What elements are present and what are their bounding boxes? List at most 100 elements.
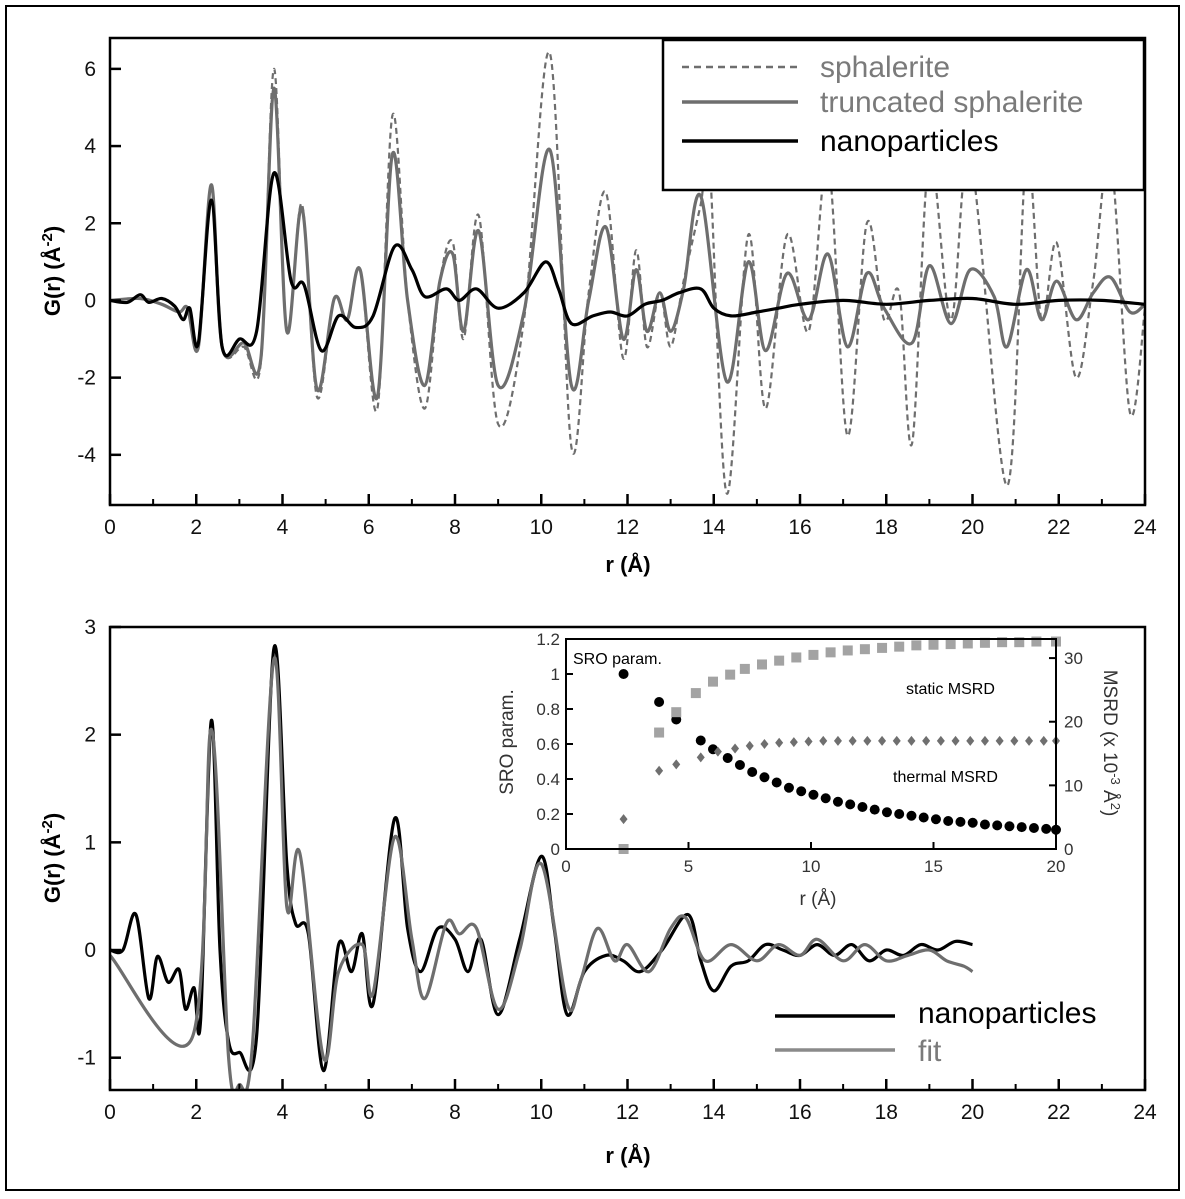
inset-x-tick-label: 20 xyxy=(1047,857,1066,876)
bottom-series-fit xyxy=(110,656,974,1090)
inset-right-label-mid: Å xyxy=(1099,785,1120,803)
bottom-y-axis-label: G(r) (Å-2) xyxy=(39,813,65,903)
top-x-tick-label: 4 xyxy=(277,516,289,539)
bottom-x-tick-label: 0 xyxy=(104,1101,116,1124)
inset-point-static-msrd xyxy=(979,637,990,648)
bottom-y-tick-label: 1 xyxy=(84,831,96,854)
inset-point-thermal-msrd xyxy=(907,735,916,746)
inset-y-left-tick-label: 0.2 xyxy=(536,805,560,824)
inset-point-static-msrd xyxy=(774,655,785,666)
inset-point-thermal-msrd xyxy=(995,735,1004,746)
inset-point-static-msrd xyxy=(945,639,956,650)
inset-point-thermal-msrd xyxy=(1010,735,1019,746)
inset-point-thermal-msrd xyxy=(892,735,901,746)
top-x-tick-label: 12 xyxy=(616,516,639,539)
bottom-x-tick-label: 14 xyxy=(702,1101,726,1124)
inset-y-left-tick-label: 1.2 xyxy=(536,630,560,649)
inset-right-label-main: MSRD (x 10 xyxy=(1099,670,1120,773)
top-y-tick-label: 4 xyxy=(84,135,96,158)
inset-point-static-msrd xyxy=(708,676,718,687)
inset-point-static-msrd xyxy=(825,647,836,658)
inset-y-right-tick-label: 20 xyxy=(1064,713,1083,732)
inset-right-label-sup2: 2 xyxy=(1108,803,1123,810)
top-y-tick-label: 6 xyxy=(84,58,96,81)
top-y-tick-label: -2 xyxy=(77,367,96,390)
inset-point-static-msrd xyxy=(757,659,767,670)
inset-y-left-tick-label: 0.4 xyxy=(536,770,560,789)
top-series-group xyxy=(110,50,1145,495)
bottom-x-tick-label: 10 xyxy=(530,1101,553,1124)
inset-point-static-msrd xyxy=(1014,637,1025,648)
top-x-tick-label: 8 xyxy=(449,516,461,539)
top-y-label-sup: -2 xyxy=(39,233,56,246)
top-y-tick-label: -4 xyxy=(77,444,96,467)
inset-point-static-msrd xyxy=(911,640,922,651)
top-legend-box xyxy=(661,38,1146,192)
inset-point-sro-param xyxy=(1028,823,1039,833)
inset-x-tick-label: 5 xyxy=(684,857,693,876)
inset-annotation-sro: SRO param. xyxy=(573,651,662,668)
inset-point-thermal-msrd xyxy=(789,737,798,748)
top-x-tick-label: 2 xyxy=(190,516,202,539)
bottom-x-tick-label: 24 xyxy=(1133,1101,1157,1124)
bottom-y-tick-label: -1 xyxy=(77,1047,96,1070)
bottom-x-tick-label: 16 xyxy=(788,1101,811,1124)
bottom-x-tick-label: 20 xyxy=(961,1101,984,1124)
inset-point-sro-param xyxy=(654,697,665,707)
legend-label-nanoparticles-bottom: nanoparticles xyxy=(918,997,1096,1030)
inset-point-sro-param xyxy=(1004,821,1015,832)
inset-point-static-msrd xyxy=(894,641,905,652)
inset-point-static-msrd xyxy=(671,707,682,718)
inset-point-static-msrd xyxy=(690,688,701,699)
inset-point-sro-param xyxy=(869,804,880,815)
inset-point-static-msrd xyxy=(808,649,819,660)
inset-y-right-tick-label: 0 xyxy=(1064,840,1073,859)
inset-point-sro-param xyxy=(618,669,629,679)
inset-point-sro-param xyxy=(857,802,868,812)
bottom-x-tick-label: 6 xyxy=(363,1101,375,1124)
bottom-x-tick-label: 12 xyxy=(616,1101,639,1124)
inset-x-tick-label: 15 xyxy=(924,857,943,876)
inset-point-thermal-msrd xyxy=(1039,735,1048,746)
inset-point-sro-param xyxy=(820,793,831,804)
inset-point-thermal-msrd xyxy=(1025,735,1034,746)
top-y-axis-label: G(r) (Å-2) xyxy=(39,226,65,316)
legend-label-fit: fit xyxy=(918,1035,942,1068)
inset-point-static-msrd xyxy=(997,637,1008,648)
inset-point-static-msrd xyxy=(1031,636,1042,647)
inset-y-left-tick-label: 0.6 xyxy=(536,735,560,754)
bottom-y-tick-label: 2 xyxy=(84,724,96,747)
inset-x-tick-label: 10 xyxy=(802,857,821,876)
inset-point-sro-param xyxy=(845,799,856,810)
top-x-tick-label: 0 xyxy=(104,516,116,539)
inset-point-sro-param xyxy=(918,812,929,823)
top-y-tick-label: 2 xyxy=(84,212,96,235)
inset-point-sro-param xyxy=(1041,823,1052,834)
inset-point-thermal-msrd xyxy=(672,759,681,770)
inset-y-axis-label-left: SRO param. xyxy=(497,689,518,795)
inset-point-sro-param xyxy=(747,767,758,777)
inset-point-thermal-msrd xyxy=(936,735,945,746)
top-x-tick-label: 20 xyxy=(961,516,984,539)
inset-right-label-sup1: -3 xyxy=(1108,773,1123,785)
inset-point-static-msrd xyxy=(842,645,853,656)
bottom-y-tick-label: 0 xyxy=(84,939,96,962)
inset-point-thermal-msrd xyxy=(696,752,705,763)
inset-y-right-tick-label: 30 xyxy=(1064,649,1083,668)
top-x-tick-label: 16 xyxy=(788,516,811,539)
inset-y-axis-label-right: MSRD (x 10-3 Å2) xyxy=(1099,670,1123,817)
inset-point-static-msrd xyxy=(654,727,665,738)
inset-point-thermal-msrd xyxy=(966,735,975,746)
bottom-x-tick-label: 22 xyxy=(1047,1101,1070,1124)
inset-point-static-msrd xyxy=(725,669,736,680)
legend-label-truncated-sphalerite: truncated sphalerite xyxy=(820,86,1084,119)
inset-point-static-msrd xyxy=(791,652,802,663)
inset-point-sro-param xyxy=(808,789,819,800)
bottom-y-label-end: ) xyxy=(40,813,65,820)
inset-point-static-msrd xyxy=(962,638,973,649)
bottom-x-tick-label: 18 xyxy=(875,1101,898,1124)
